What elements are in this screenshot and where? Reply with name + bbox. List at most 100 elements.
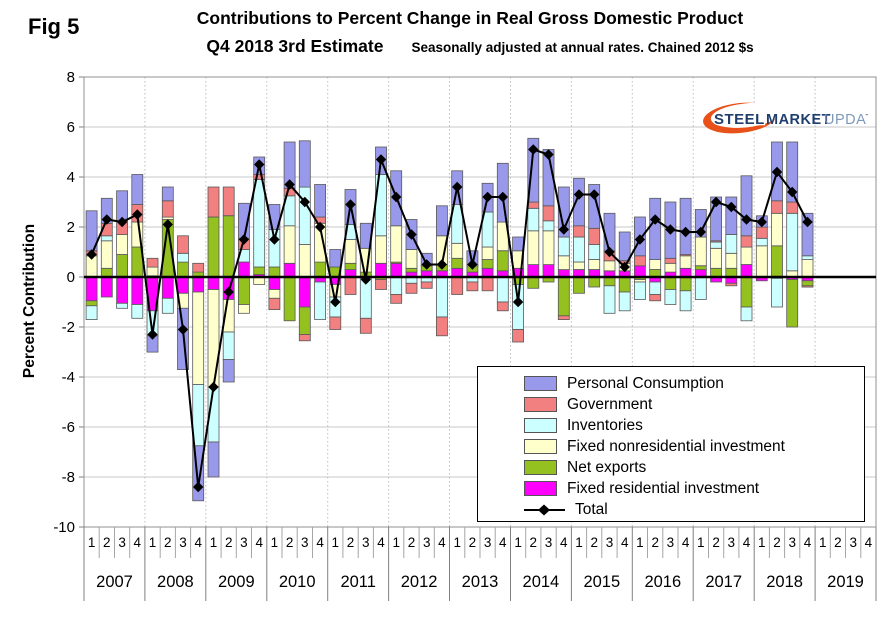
bar-segment	[801, 259, 814, 278]
bar-segment	[451, 267, 464, 278]
quarter-label: 3	[118, 535, 126, 550]
bar-segment	[222, 186, 235, 217]
bar-segment	[207, 441, 220, 478]
bar-segment	[573, 261, 585, 270]
bar-segment	[634, 265, 646, 278]
bar-segment	[725, 252, 738, 269]
total-marker-diamond	[314, 221, 326, 233]
total-marker-diamond	[726, 201, 737, 213]
quarter-label: 3	[606, 535, 614, 550]
quarter-label: 4	[682, 535, 690, 550]
bar-segment	[725, 234, 738, 254]
total-marker-diamond	[284, 179, 295, 190]
quarter-label: 3	[728, 535, 736, 550]
bar-segment	[725, 196, 738, 235]
bar-segment	[634, 281, 646, 300]
quarter-label: 4	[743, 535, 751, 550]
adjustment-note: Seasonally adjusted at annual rates. Cha…	[411, 40, 754, 55]
bar-segment	[664, 289, 677, 305]
quarter-label: 1	[758, 535, 766, 550]
bar-segment	[786, 141, 799, 203]
bar-segment	[268, 276, 281, 290]
bar-segment	[375, 262, 387, 278]
estimate-label: Q4 2018 3rd Estimate	[206, 36, 384, 56]
bar-segment	[298, 244, 311, 278]
total-marker-diamond	[528, 144, 539, 155]
legend-item-personal-consumption: Personal Consumption	[524, 373, 864, 394]
bar-segment	[771, 277, 783, 308]
bar-segment	[481, 259, 494, 269]
bar-segment	[649, 259, 662, 270]
bar-segment	[161, 276, 174, 299]
quarter-label: 1	[636, 535, 644, 550]
bar-segment	[314, 281, 327, 320]
quarter-label: 2	[834, 535, 842, 550]
total-marker-diamond	[116, 216, 128, 228]
bar-segment	[740, 264, 753, 278]
legend-item-label: Net exports	[567, 458, 647, 476]
total-marker-diamond	[680, 226, 691, 238]
bar-segment	[679, 255, 692, 269]
y-tick-label: 4	[67, 169, 75, 186]
total-marker-diamond	[299, 196, 310, 208]
bar-segment	[557, 276, 570, 317]
bar-segment	[664, 257, 677, 264]
bar-segment	[588, 259, 601, 270]
quarter-label: 1	[575, 535, 583, 550]
bar-segment	[161, 200, 174, 218]
bar-segment	[237, 261, 250, 278]
quarter-label: 2	[347, 535, 355, 550]
bar-segment	[740, 235, 753, 248]
bar-segment	[771, 200, 783, 214]
logo-word-update: UPDATE	[824, 112, 868, 128]
smu-logo: STEEL MARKET UPDATE	[700, 99, 884, 137]
bar-segment	[222, 331, 235, 360]
quarter-label: 3	[301, 535, 309, 550]
bar-segment	[222, 359, 235, 383]
total-marker-diamond	[650, 214, 661, 225]
bar-segment	[725, 267, 738, 278]
total-marker-diamond	[756, 216, 767, 228]
total-marker-diamond	[193, 481, 204, 493]
total-marker-diamond	[345, 199, 356, 210]
quarter-label: 4	[194, 535, 202, 550]
total-marker-diamond	[208, 381, 219, 393]
chart-subtitle: Q4 2018 3rd Estimate Seasonally adjusted …	[100, 36, 860, 57]
bar-segment	[85, 276, 98, 302]
y-tick-label: 0	[67, 269, 75, 286]
bar-segment	[405, 282, 418, 294]
year-label: 2019	[827, 573, 864, 591]
total-marker-diamond	[101, 214, 112, 225]
bar-segment	[740, 276, 753, 308]
bar-segment	[451, 276, 464, 295]
quarter-label: 4	[255, 535, 263, 550]
quarter-label: 4	[377, 535, 385, 550]
quarter-label: 3	[240, 535, 248, 550]
bar-segment	[192, 445, 205, 502]
bar-segment	[694, 276, 707, 300]
bar-segment	[100, 240, 113, 269]
total-marker-diamond	[360, 274, 371, 285]
bar-segment	[298, 186, 311, 245]
quarter-label: 1	[453, 535, 461, 550]
bar-segment	[481, 267, 494, 278]
y-tick-label: -2	[62, 319, 75, 336]
quarter-label: 1	[210, 535, 218, 550]
bar-segment	[390, 225, 403, 263]
total-marker-diamond	[254, 159, 265, 170]
total-marker-diamond	[375, 154, 387, 165]
total-marker-diamond	[604, 246, 615, 258]
bar-segment	[801, 255, 814, 261]
y-tick-label: -8	[62, 469, 75, 486]
bar-segment	[618, 276, 631, 293]
bar-segment	[618, 231, 631, 262]
total-marker-diamond	[452, 181, 463, 193]
bar-segment	[237, 276, 250, 305]
quarter-label: 4	[316, 535, 324, 550]
bar-segment	[177, 276, 189, 294]
total-marker-diamond	[147, 329, 158, 340]
bar-segment	[557, 186, 570, 238]
bar-segment	[694, 236, 707, 267]
total-marker-diamond	[573, 189, 585, 200]
total-marker-diamond	[269, 234, 280, 245]
